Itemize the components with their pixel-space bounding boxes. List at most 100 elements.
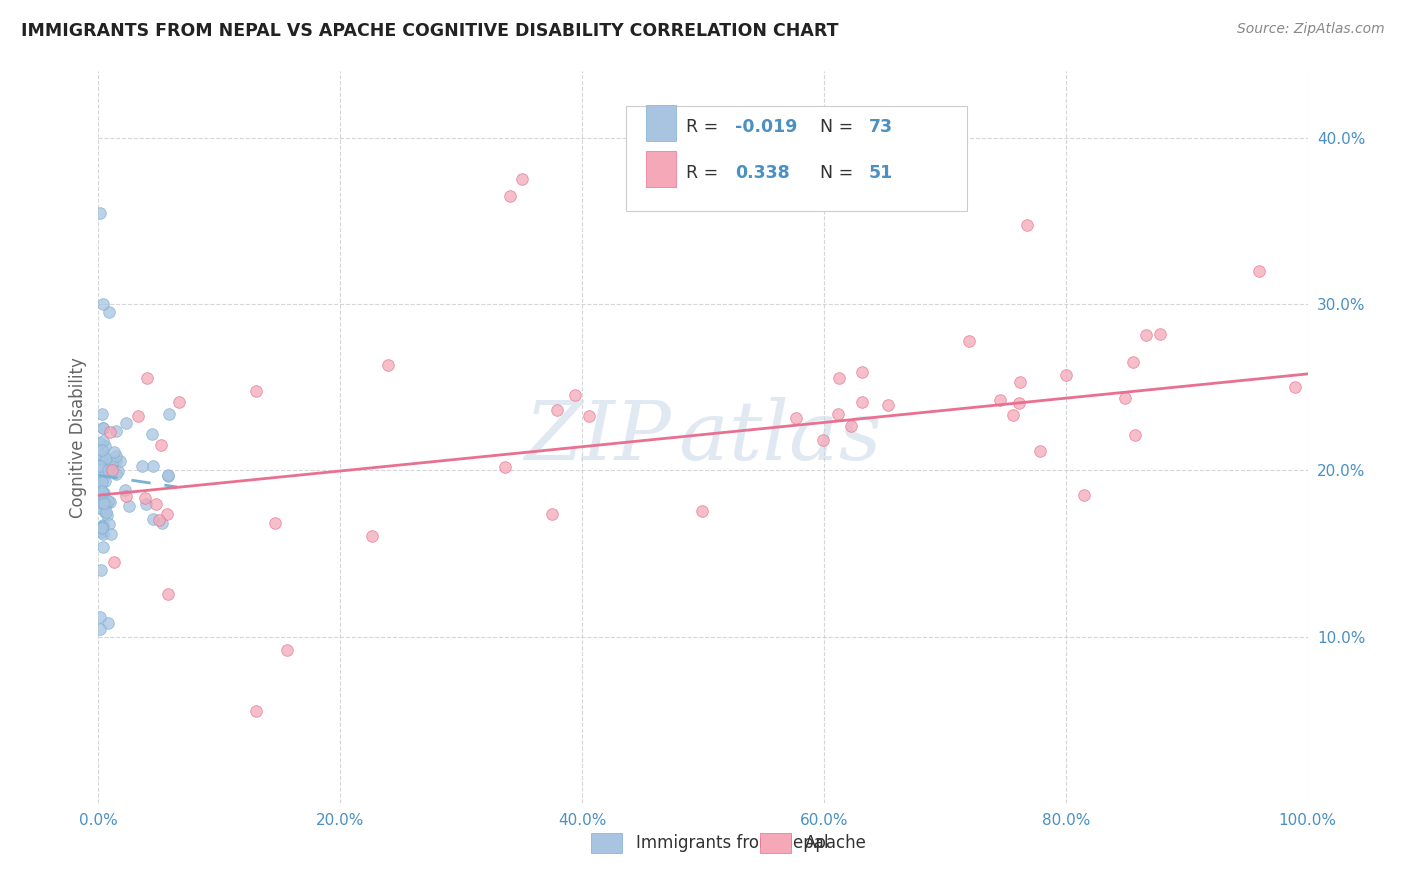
Point <box>93 496 115 510</box>
Point <box>101 463 124 477</box>
Point <box>91 469 114 483</box>
Point <box>93 519 115 533</box>
Point <box>841 418 863 433</box>
Point <box>150 437 173 451</box>
Point <box>98 305 121 319</box>
Point <box>96 497 118 511</box>
Point <box>89 458 111 473</box>
Point <box>91 442 114 457</box>
Point <box>96 508 118 522</box>
Point <box>93 517 115 532</box>
Point <box>785 410 807 425</box>
Point <box>93 475 115 489</box>
Point <box>115 416 138 430</box>
Point <box>245 384 267 398</box>
Point <box>105 449 128 463</box>
FancyBboxPatch shape <box>591 833 621 853</box>
Point <box>103 555 125 569</box>
Point <box>828 371 851 385</box>
Point <box>89 610 111 624</box>
Point <box>97 460 120 475</box>
Point <box>90 524 112 538</box>
Point <box>91 495 114 509</box>
FancyBboxPatch shape <box>647 104 676 141</box>
Point <box>541 508 564 522</box>
Point <box>498 189 520 203</box>
Point <box>91 486 114 500</box>
Point <box>89 467 111 482</box>
Point <box>91 434 114 449</box>
FancyBboxPatch shape <box>759 833 790 853</box>
Point <box>1073 488 1095 502</box>
Point <box>127 409 149 424</box>
Point <box>851 394 873 409</box>
Point <box>97 615 120 630</box>
Point <box>90 501 112 516</box>
Text: -0.019: -0.019 <box>735 118 797 136</box>
Point <box>97 493 120 508</box>
Point <box>97 463 120 477</box>
Point <box>1114 391 1136 405</box>
Point <box>1054 368 1077 383</box>
Y-axis label: Cognitive Disability: Cognitive Disability <box>69 357 87 517</box>
Point <box>98 495 121 509</box>
Point <box>89 478 111 492</box>
Text: Source: ZipAtlas.com: Source: ZipAtlas.com <box>1237 22 1385 37</box>
Point <box>89 205 111 219</box>
Point <box>564 388 586 402</box>
Point <box>100 456 122 470</box>
Point <box>546 403 568 417</box>
Point <box>141 427 163 442</box>
Point <box>100 526 122 541</box>
Point <box>115 489 138 503</box>
Point <box>91 420 114 434</box>
Point <box>156 507 179 521</box>
Text: 73: 73 <box>869 118 893 136</box>
Point <box>510 172 533 186</box>
Point <box>156 587 179 601</box>
Point <box>91 521 114 535</box>
Point <box>1001 408 1024 422</box>
Point <box>145 497 167 511</box>
Point <box>118 499 141 513</box>
Point <box>877 397 900 411</box>
Point <box>150 516 173 530</box>
Text: N =: N = <box>820 118 859 136</box>
Point <box>114 483 136 498</box>
Point <box>827 407 849 421</box>
Text: R =: R = <box>686 118 724 136</box>
Point <box>103 445 125 459</box>
Point <box>93 453 115 467</box>
Point <box>91 527 114 541</box>
FancyBboxPatch shape <box>647 151 676 187</box>
Point <box>90 451 112 466</box>
Point <box>93 486 115 500</box>
Point <box>104 453 127 467</box>
Point <box>494 460 516 475</box>
Point <box>360 529 382 543</box>
Point <box>94 438 117 452</box>
Point <box>100 425 122 439</box>
Point <box>90 563 112 577</box>
Point <box>136 371 159 385</box>
Point <box>851 365 873 379</box>
Point <box>1249 264 1271 278</box>
Point <box>1149 326 1171 341</box>
Point <box>104 467 127 481</box>
Point <box>91 495 114 509</box>
Point <box>90 463 112 477</box>
Text: 0.338: 0.338 <box>735 164 790 182</box>
Point <box>98 517 121 532</box>
Point <box>988 393 1011 408</box>
Point <box>90 524 112 539</box>
Point <box>957 334 980 348</box>
Point <box>89 481 111 495</box>
Point <box>245 705 267 719</box>
Point <box>90 448 112 462</box>
Point <box>89 436 111 450</box>
Point <box>91 489 114 503</box>
Point <box>690 504 713 518</box>
Point <box>90 407 112 421</box>
Point <box>377 358 399 372</box>
Point <box>1135 327 1157 342</box>
